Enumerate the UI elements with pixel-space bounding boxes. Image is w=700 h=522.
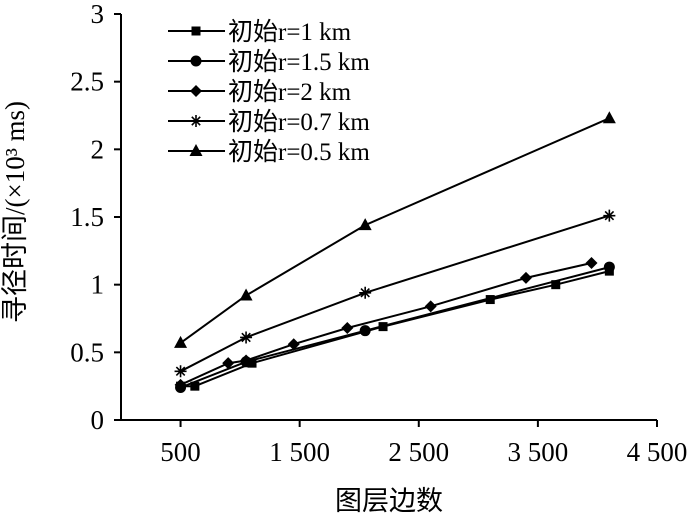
data-point (551, 280, 561, 290)
data-point (240, 354, 253, 367)
data-point (240, 331, 253, 344)
legend-label: 初始r=0.5 km (228, 138, 370, 166)
data-point (341, 321, 354, 334)
y-tick-label: 2.5 (70, 67, 104, 97)
legend-label: 初始r=0.7 km (228, 108, 370, 136)
series-line (180, 266, 610, 389)
legend-marker (190, 85, 202, 97)
y-tick-label: 0 (91, 405, 105, 435)
data-point (247, 358, 257, 368)
legend-marker (189, 144, 203, 156)
y-tick-label: 2 (91, 134, 105, 164)
data-point (485, 295, 495, 305)
series-1 (176, 266, 614, 391)
legend-marker (191, 26, 201, 36)
series-3 (174, 257, 598, 391)
data-point (239, 288, 253, 301)
legend-label: 初始r=2 km (228, 78, 352, 106)
data-point (359, 286, 372, 299)
series-layer (174, 111, 616, 394)
y-tick-label: 1 (91, 270, 105, 300)
legend-entry: 初始r=2 km (168, 78, 352, 106)
series-2 (175, 261, 615, 394)
x-tick-label: 4 500 (627, 437, 688, 467)
data-point (174, 378, 187, 391)
legend-marker (190, 55, 202, 67)
series-line (180, 270, 610, 388)
legend-label: 初始r=1.5 km (228, 48, 370, 76)
legend-entry: 初始r=1 km (168, 18, 352, 46)
data-point (424, 300, 437, 313)
data-point (603, 209, 616, 222)
data-point (222, 357, 235, 370)
data-point (174, 365, 187, 378)
ticks: 0 0.5 1 1.5 2 2.5 3 500 1 500 2 500 3 500 4 500 (70, 0, 687, 467)
legend-label: 初始r=1 km (228, 18, 352, 46)
data-point (603, 261, 615, 273)
data-point (358, 218, 372, 231)
legend-entry: 初始r=0.5 km (168, 138, 370, 166)
series-line (180, 214, 610, 373)
y-axis-label: 寻径时间/(×10³ ms) (0, 101, 30, 323)
legend-marker (190, 115, 202, 127)
data-point (519, 271, 532, 284)
y-tick-label: 0.5 (70, 337, 104, 367)
series-5 (174, 111, 616, 348)
x-tick-label: 2 500 (388, 437, 449, 467)
legend-entry: 初始r=0.7 km (168, 108, 370, 136)
legend-entry: 初始r=1.5 km (168, 48, 370, 76)
data-point (190, 381, 200, 391)
x-tick-label: 3 500 (508, 437, 569, 467)
x-tick-label: 500 (160, 437, 201, 467)
y-tick-label: 3 (91, 0, 105, 29)
data-point (602, 111, 616, 124)
data-point (174, 335, 188, 348)
series-line (180, 117, 610, 344)
axes (120, 14, 657, 421)
data-point (585, 257, 598, 270)
x-axis-label: 图层边数 (335, 486, 443, 516)
data-point (287, 338, 300, 351)
data-point (359, 325, 371, 337)
x-tick-label: 1 500 (269, 437, 330, 467)
y-tick-label: 1.5 (70, 202, 104, 232)
series-4 (174, 209, 616, 378)
